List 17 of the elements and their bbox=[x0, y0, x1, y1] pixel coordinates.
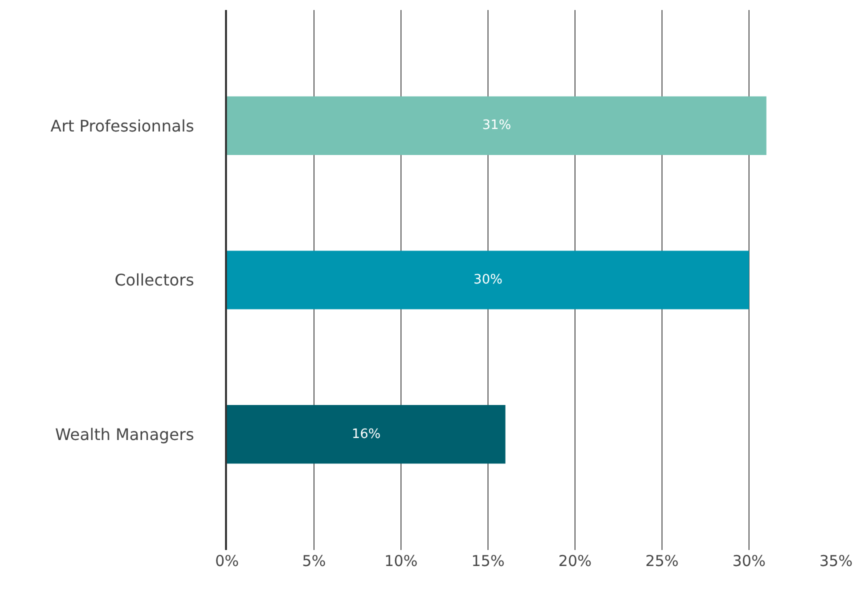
x-tick-label: 35% bbox=[819, 552, 853, 570]
x-tick-label: 0% bbox=[215, 552, 239, 570]
bar bbox=[227, 250, 749, 310]
bar bbox=[227, 96, 766, 156]
x-tick-label: 15% bbox=[471, 552, 505, 570]
x-tick-label: 20% bbox=[558, 552, 592, 570]
data-label: 31% bbox=[482, 118, 512, 134]
x-tick-label: 10% bbox=[384, 552, 418, 570]
y-tick-label: Wealth Managers bbox=[55, 424, 194, 444]
x-tick-label: 30% bbox=[732, 552, 766, 570]
x-tick-label: 25% bbox=[645, 552, 679, 570]
y-tick-label: Art Professionnals bbox=[50, 116, 194, 136]
x-tick-label: 5% bbox=[302, 552, 326, 570]
bar bbox=[227, 404, 506, 464]
y-tick-label: Collectors bbox=[114, 270, 194, 290]
data-label: 30% bbox=[474, 272, 502, 288]
data-label: 16% bbox=[352, 426, 381, 442]
